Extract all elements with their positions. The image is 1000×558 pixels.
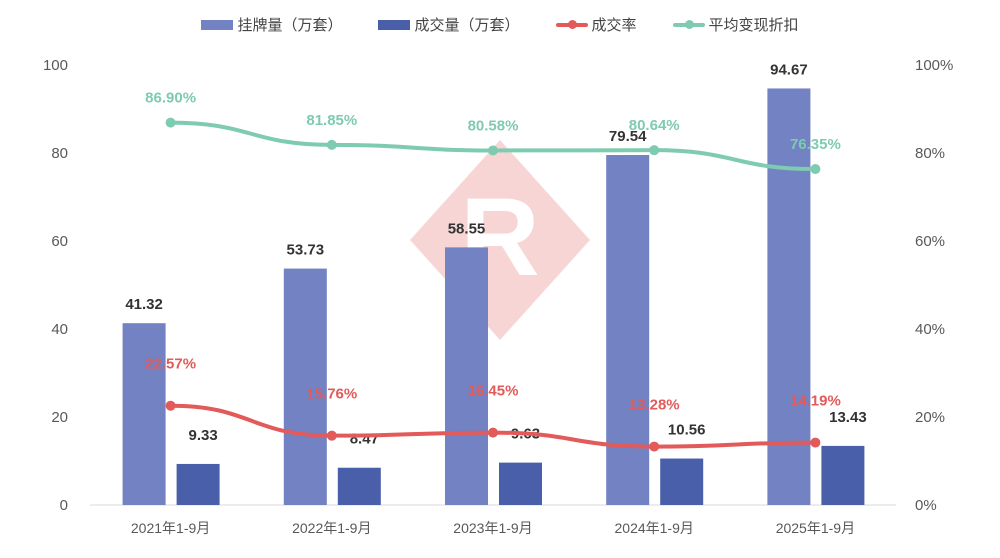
line-point <box>326 139 337 150</box>
bar-deals <box>660 458 704 505</box>
y2-tick-label: 60% <box>915 233 945 250</box>
x-tick-label: 2021年1-9月 <box>131 520 210 536</box>
bar-listing <box>767 88 811 506</box>
data-label: 86.90% <box>145 90 196 107</box>
data-label: 76.35% <box>790 136 841 153</box>
y-tick-label: 20 <box>51 409 68 426</box>
data-label: 9.33 <box>188 427 217 444</box>
legend-label: 成交量（万套） <box>414 17 520 34</box>
data-label: 53.73 <box>287 242 325 259</box>
bar-deals <box>176 463 220 505</box>
bar-listing <box>122 323 166 505</box>
bar-deals <box>337 467 381 505</box>
legend-listing: 挂牌量（万套） <box>201 14 342 35</box>
legend-deal-rate: 成交率 <box>555 14 637 35</box>
y2-tick-label: 80% <box>915 145 945 162</box>
x-tick-label: 2025年1-9月 <box>776 520 855 536</box>
data-label: 13.43 <box>829 409 867 426</box>
y2-tick-label: 0% <box>915 497 937 514</box>
data-label: 94.67 <box>770 61 808 78</box>
data-label: 41.32 <box>125 296 163 313</box>
y2-tick-label: 100% <box>915 57 953 74</box>
line-point <box>165 400 176 411</box>
line-point <box>488 427 498 438</box>
y-tick-label: 100 <box>43 57 68 74</box>
legend-label: 挂牌量（万套） <box>237 17 343 34</box>
line-deal-rate <box>170 403 816 449</box>
y2-tick-label: 20% <box>915 409 945 426</box>
data-label: 80.64% <box>629 117 680 134</box>
line-point <box>649 441 660 452</box>
line-point <box>649 145 660 156</box>
y2-tick-label: 40% <box>915 321 945 338</box>
data-label: 15.76% <box>306 386 357 403</box>
y-tick-label: 40 <box>51 321 68 338</box>
y-tick-label: 0 <box>60 497 68 514</box>
x-tick-label: 2022年1-9月 <box>292 520 371 536</box>
x-tick-label: 2024年1-9月 <box>615 520 694 536</box>
legend-swatch <box>672 19 705 29</box>
data-label: 22.57% <box>145 356 196 373</box>
data-label: 81.85% <box>306 112 357 129</box>
legend-swatch <box>378 19 411 30</box>
y-tick-label: 60 <box>51 233 68 250</box>
data-label: 14.19% <box>790 393 841 410</box>
line-point <box>326 430 337 441</box>
bar-listing <box>283 268 327 505</box>
data-label: 10.56 <box>668 422 706 439</box>
legend-deals: 成交量（万套） <box>378 14 520 35</box>
x-tick-label: 2023年1-9月 <box>453 520 532 536</box>
bar-listing <box>606 155 650 506</box>
data-label: 80.58% <box>468 117 519 134</box>
data-label: 16.45% <box>468 383 519 400</box>
legend-label: 成交率 <box>591 17 637 34</box>
data-label: 79.54 <box>609 128 647 145</box>
watermark-logo: R <box>410 140 590 340</box>
bar-deals <box>821 445 865 505</box>
legend-swatch <box>201 19 234 30</box>
data-label: 13.28% <box>629 397 680 414</box>
line-point <box>810 164 821 175</box>
legend-label: 平均变现折扣 <box>708 17 799 34</box>
y-tick-label: 80 <box>51 145 68 162</box>
legend: 挂牌量（万套） 成交量（万套） 成交率 平均变现折扣 <box>0 14 1000 35</box>
bar-deals <box>499 462 542 505</box>
bar-listing <box>445 247 488 505</box>
data-label: 58.55 <box>448 220 486 237</box>
line-point <box>810 437 821 448</box>
line-point <box>165 117 176 128</box>
line-point <box>488 145 498 156</box>
legend-discount: 平均变现折扣 <box>672 14 799 35</box>
legend-swatch <box>555 19 588 29</box>
